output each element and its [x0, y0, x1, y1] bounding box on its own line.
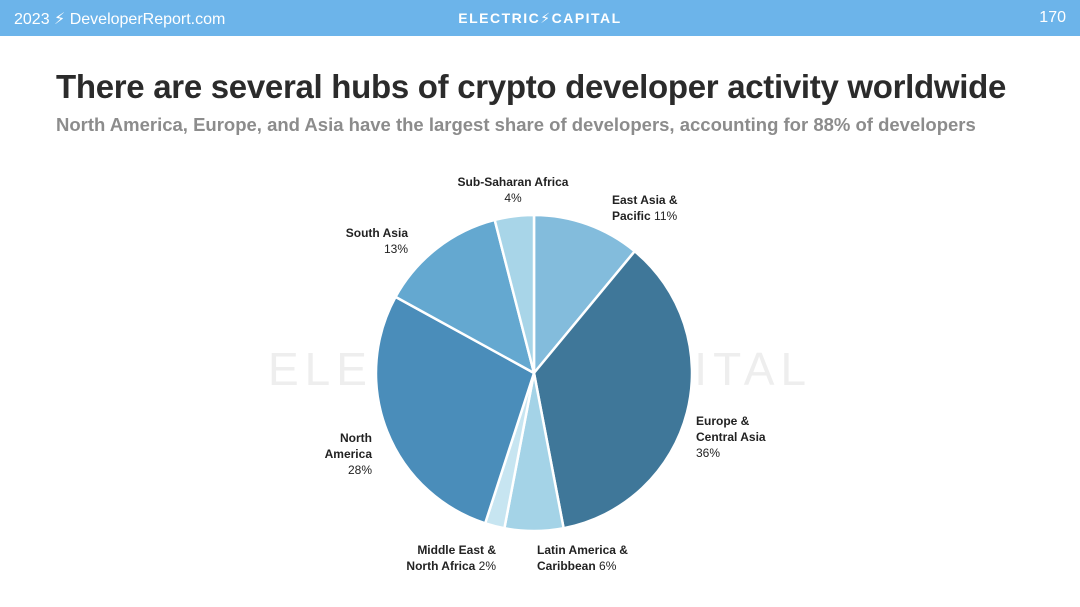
pct-sub-saharan-africa: 4%: [504, 191, 522, 205]
pie-slice-sub-saharan-africa: [493, 213, 536, 375]
pct-middle-east-north-africa: 2%: [478, 559, 496, 573]
pie-slice-europe-central-asia: [532, 250, 694, 530]
label-latin-america-caribbean: Latin America & Caribbean 6%: [537, 543, 628, 573]
pct-europe-central-asia: 36%: [696, 446, 721, 460]
pct-north-america: 28%: [347, 463, 372, 477]
top-bar: 2023 ⚡ DeveloperReport.com ELECTRIC⚡CAPI…: [0, 0, 1080, 36]
brand-logo: ELECTRIC⚡CAPITAL: [458, 10, 622, 26]
pct-south-asia: 13%: [383, 242, 408, 256]
label-europe-central-asia: Europe & Central Asia 36%: [696, 414, 766, 460]
pie-slice-east-asia-pacific: [532, 213, 636, 375]
pct-latin-america-caribbean: 6%: [599, 559, 617, 573]
pie-slice-south-asia: [394, 218, 536, 375]
report-url: 2023 ⚡ DeveloperReport.com: [14, 11, 226, 28]
label-south-asia: South Asia 13%: [320, 225, 408, 257]
page-number: 170: [1039, 9, 1066, 26]
label-middle-east-north-africa: Middle East & North Africa 2%: [406, 543, 496, 573]
slide-subtitle: North America, Europe, and Asia have the…: [56, 114, 976, 135]
pie-slice-north-america: [374, 295, 536, 525]
label-east-asia-pacific: East Asia & Pacific 11%: [612, 193, 678, 223]
pct-east-asia-pacific: 11%: [654, 209, 678, 223]
label-sub-saharan-africa: Sub-Saharan Africa 4%: [457, 175, 569, 205]
slide-title: There are several hubs of crypto develop…: [56, 68, 1007, 105]
label-north-america: North America 28%: [300, 430, 372, 478]
